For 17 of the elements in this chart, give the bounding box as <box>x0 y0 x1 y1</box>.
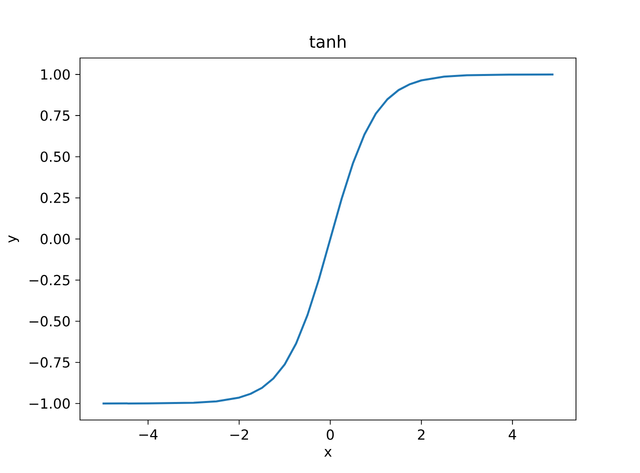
x-tick-label: 4 <box>508 429 516 440</box>
y-tick-label: 0.00 <box>40 234 70 244</box>
y-tick-label: −1.00 <box>30 398 70 409</box>
y-tick-label: −0.25 <box>30 274 70 286</box>
chart-title: tanh <box>310 35 346 48</box>
x-tick-label: 2 <box>418 429 424 440</box>
x-axis-title: x <box>324 448 332 457</box>
y-tick-label: 0.25 <box>40 192 70 204</box>
x-tick-label: 0 <box>326 429 334 440</box>
x-tick-label: −4 <box>139 429 158 440</box>
y-tick-label: −0.75 <box>30 357 70 368</box>
y-tick-label: 0.50 <box>40 151 70 162</box>
x-tick-label: −2 <box>230 429 248 440</box>
y-tick-label: 0.75 <box>40 110 70 121</box>
y-tick-label: −0.50 <box>30 316 70 326</box>
y-tick-label: 1.00 <box>41 69 70 80</box>
y-axis-title: y <box>8 235 19 243</box>
